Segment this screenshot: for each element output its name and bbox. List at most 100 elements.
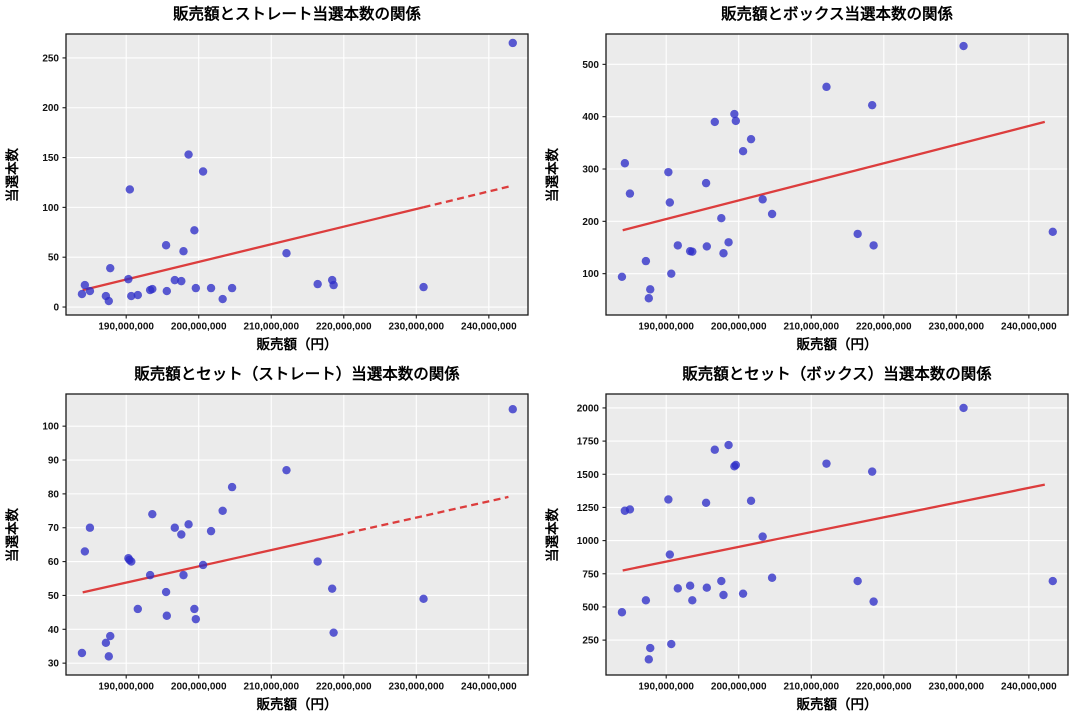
x-axis-label: 販売額（円） (797, 336, 878, 352)
data-point (767, 209, 777, 219)
data-point (148, 284, 157, 294)
data-point (724, 238, 733, 247)
data-point (717, 213, 726, 223)
y-tick-label: 60 (48, 557, 60, 568)
scatter-chart-set-box: 190,000,000 200,000,000 210,000,000 220,000… (544, 364, 1069, 712)
plot-border (65, 393, 529, 676)
data-point (625, 505, 635, 514)
data-point (719, 249, 728, 258)
y-tick-label: 50 (48, 591, 60, 602)
x-axis-label: 販売額（円） (257, 336, 338, 352)
data-point (145, 570, 155, 580)
x-tick-label: 200,000,000 (711, 322, 767, 333)
data-point (758, 195, 767, 204)
data-point (724, 440, 733, 450)
x-tick-label: 240,000,000 (461, 322, 517, 333)
data-point (85, 523, 95, 532)
data-point (641, 596, 651, 605)
data-point (702, 242, 712, 251)
data-point (177, 530, 186, 539)
data-point (822, 459, 831, 468)
data-point (701, 498, 711, 507)
y-tick-label: 750 (582, 569, 599, 580)
data-point (161, 241, 171, 250)
y-tick-label: 2000 (577, 403, 600, 414)
data-point (125, 185, 135, 194)
plot-border (605, 33, 1069, 316)
data-point (162, 286, 172, 296)
data-point (218, 294, 227, 304)
y-tick-label: 80 (48, 489, 60, 500)
y-axis-label: 当選本数 (544, 148, 560, 202)
data-point (329, 280, 338, 290)
data-point (179, 570, 188, 580)
data-point (620, 159, 630, 168)
x-tick-label: 200,000,000 (171, 682, 227, 693)
scatter-chart-straight: 190,000,000 200,000,000 210,000,000 220,000… (4, 4, 529, 352)
data-point (731, 460, 741, 470)
data-point (702, 583, 712, 592)
data-point (719, 590, 728, 600)
plot-border (605, 393, 1069, 676)
data-point (198, 167, 208, 176)
y-tick-label: 70 (48, 523, 60, 534)
data-point (646, 285, 655, 294)
data-point (313, 557, 322, 566)
subplot-box: 190,000,000 200,000,000 210,000,000 220,000… (540, 0, 1080, 360)
data-point (218, 506, 227, 516)
trend-line-dashed (336, 495, 509, 537)
data-point (1048, 576, 1057, 586)
x-tick-label: 220,000,000 (856, 682, 912, 693)
data-point (508, 405, 517, 414)
trend-line-dashed (423, 184, 512, 209)
x-tick-label: 240,000,000 (1001, 322, 1057, 333)
data-point (127, 291, 136, 301)
y-axis-label: 当選本数 (4, 148, 20, 202)
data-point (80, 280, 90, 290)
chart-title: 販売額とセット（ボックス）当選本数の関係 (682, 364, 992, 383)
data-point (80, 547, 90, 556)
data-point (206, 283, 216, 293)
data-point (758, 532, 767, 541)
data-point (617, 608, 627, 617)
data-point (710, 445, 719, 454)
y-tick-label: 1000 (577, 536, 600, 547)
x-tick-label: 220,000,000 (856, 322, 912, 333)
trend-line-solid (82, 534, 337, 594)
chart-title: 販売額とセット（ストレート）当選本数の関係 (134, 364, 460, 383)
y-axis-label: 当選本数 (544, 508, 560, 562)
data-point (77, 648, 87, 658)
data-point (665, 198, 675, 207)
y-tick-label: 200 (42, 103, 59, 114)
data-point (124, 274, 133, 284)
y-tick-label: 1750 (577, 437, 600, 448)
data-point (191, 283, 201, 293)
y-tick-label: 100 (42, 422, 59, 433)
x-axis-label: 販売額（円） (797, 696, 878, 712)
x-tick-label: 190,000,000 (98, 322, 154, 333)
data-point (85, 286, 95, 296)
x-tick-label: 230,000,000 (928, 682, 984, 693)
data-point (625, 189, 635, 198)
data-point (104, 652, 113, 661)
y-tick-label: 1500 (577, 470, 600, 481)
data-point (665, 550, 675, 559)
x-axis-label: 販売額（円） (257, 696, 338, 712)
data-point (419, 594, 428, 604)
data-point (685, 581, 695, 590)
y-axis-label: 当選本数 (4, 508, 20, 562)
subplot-straight: 190,000,000 200,000,000 210,000,000 220,000… (0, 0, 540, 360)
y-tick-label: 500 (582, 602, 599, 613)
plot-area (66, 394, 528, 675)
data-point (617, 272, 627, 282)
plot-area (66, 34, 528, 315)
data-point (148, 509, 157, 519)
data-point (327, 584, 337, 593)
y-tick-label: 250 (42, 53, 59, 64)
data-point (184, 150, 193, 159)
trend-line (622, 120, 1046, 232)
data-point (853, 229, 862, 239)
data-point (664, 495, 673, 504)
data-point (646, 643, 655, 653)
